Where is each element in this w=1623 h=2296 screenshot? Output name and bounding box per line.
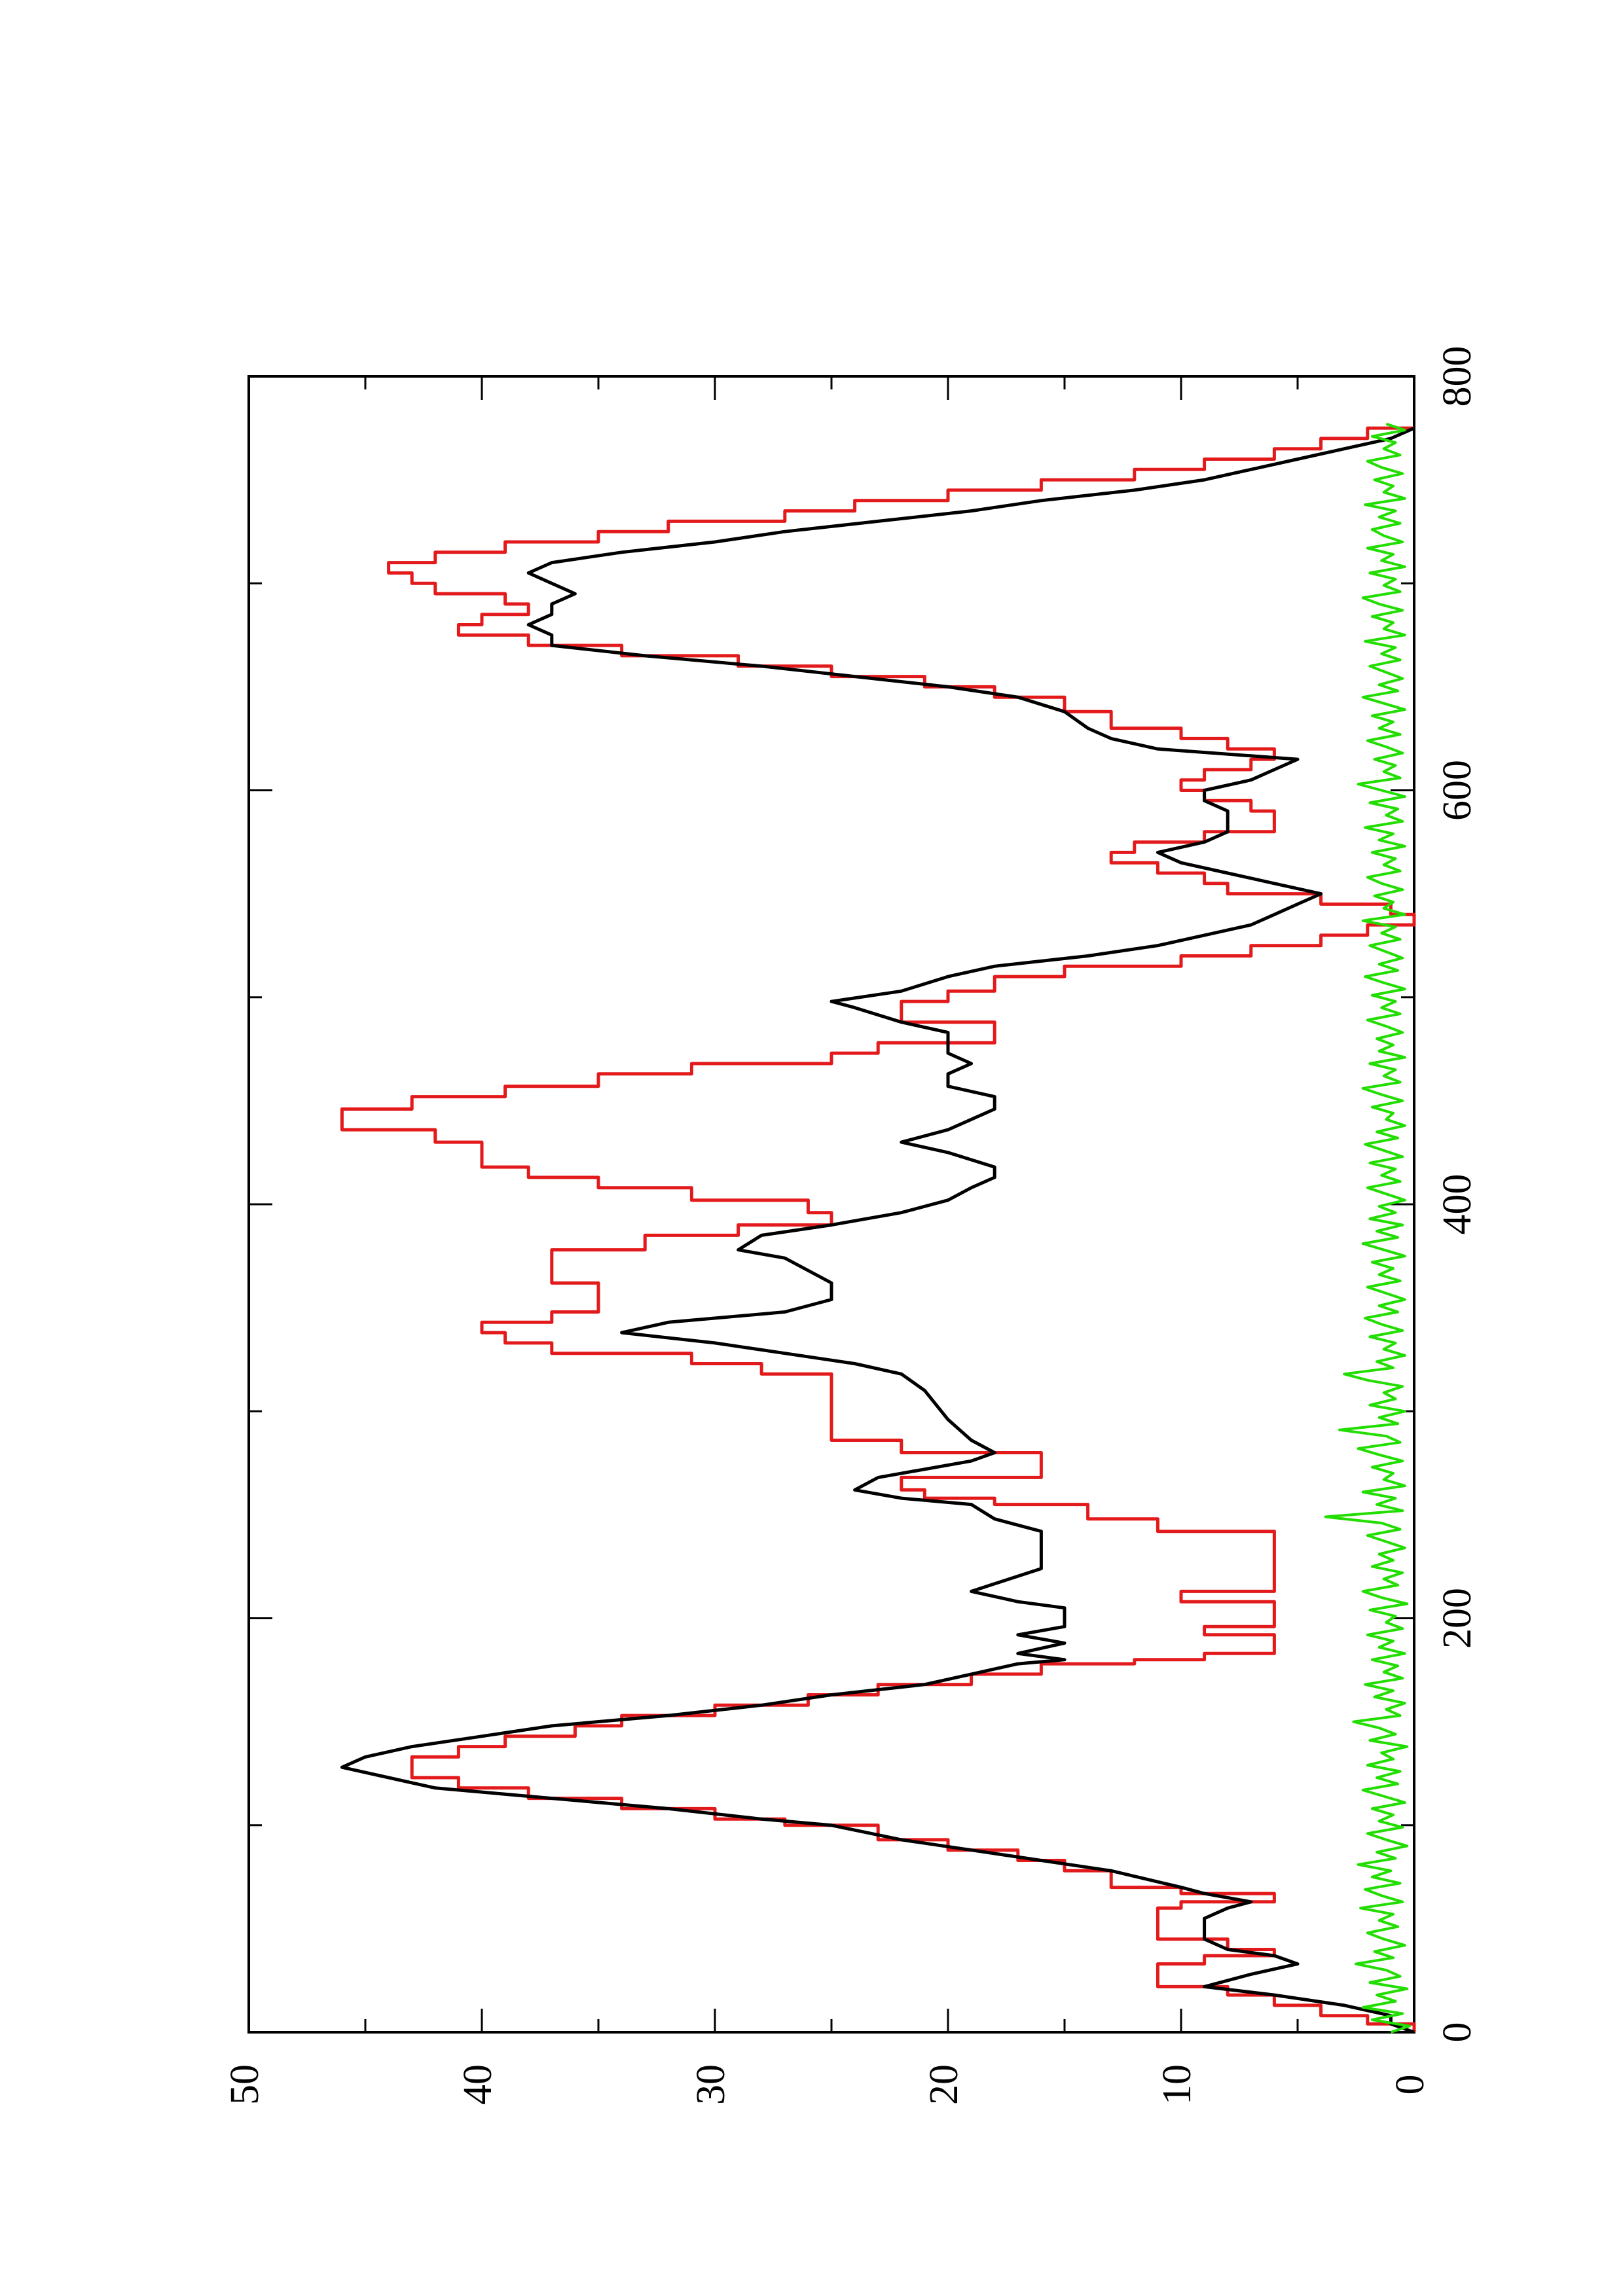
y-tick-label: 30 (689, 2064, 733, 2105)
y-tick-label: 20 (922, 2064, 966, 2105)
y-tick-label: 0 (1388, 2075, 1432, 2095)
x-tick-label: 800 (1435, 346, 1480, 407)
x-tick-label: 600 (1435, 760, 1480, 821)
axis-ticks (247, 375, 1415, 2034)
series-line-3 (1324, 422, 1411, 2034)
series-line-1 (340, 426, 1416, 2032)
x-tick-label: 200 (1435, 1588, 1480, 1649)
series-group (340, 422, 1416, 2034)
y-tick-label: 10 (1155, 2064, 1199, 2105)
y-tick-label: 50 (223, 2064, 267, 2105)
x-tick-label: 0 (1435, 2022, 1480, 2043)
series-line-2 (340, 426, 1415, 2034)
y-tick-label: 40 (456, 2064, 500, 2105)
x-tick-label: 400 (1435, 1174, 1480, 1235)
axis-tick-labels: 0 200 400 600 800 0 10 20 30 40 50 (223, 346, 1480, 2106)
